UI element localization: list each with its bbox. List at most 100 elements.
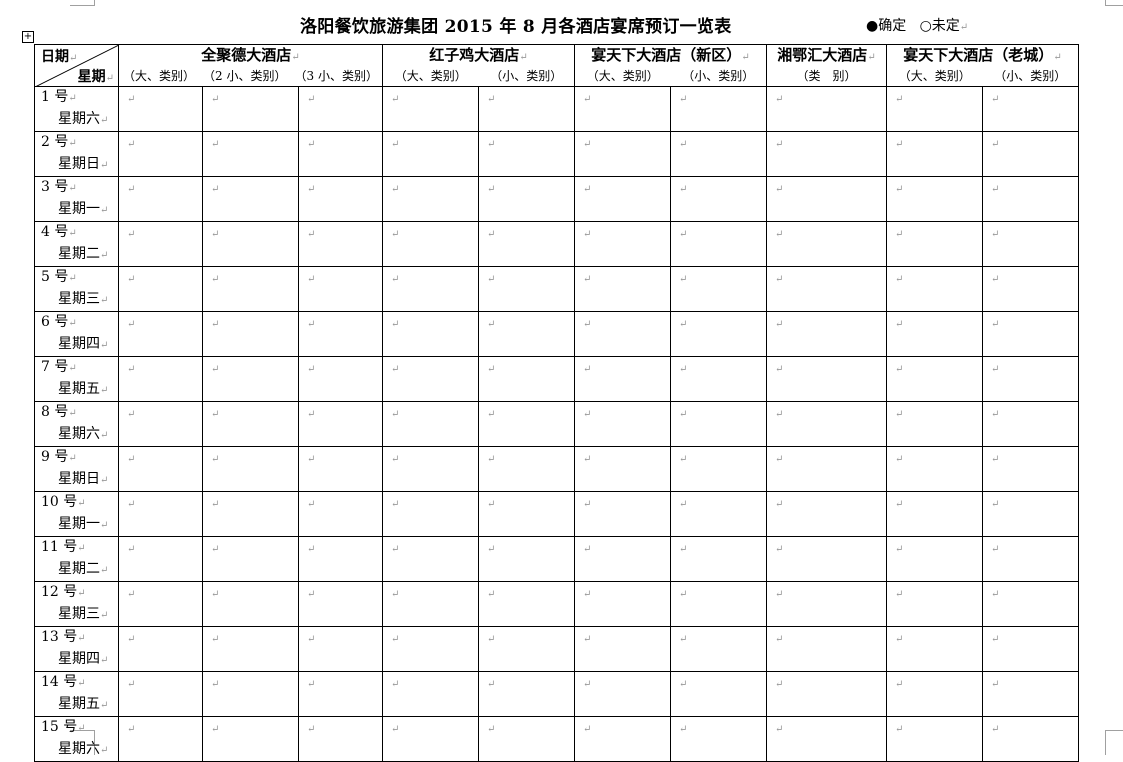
booking-cell[interactable] xyxy=(382,491,479,537)
booking-cell[interactable] xyxy=(982,716,1079,762)
booking-cell[interactable] xyxy=(766,176,887,222)
booking-cell[interactable] xyxy=(982,311,1079,357)
booking-cell[interactable] xyxy=(574,266,671,312)
booking-cell[interactable] xyxy=(766,356,887,402)
booking-cell[interactable] xyxy=(202,401,299,447)
booking-cell[interactable] xyxy=(670,221,767,267)
booking-cell[interactable] xyxy=(382,356,479,402)
booking-cell[interactable] xyxy=(886,491,983,537)
booking-cell[interactable] xyxy=(298,221,383,267)
booking-cell[interactable] xyxy=(118,626,203,672)
booking-cell[interactable] xyxy=(478,311,575,357)
booking-cell[interactable] xyxy=(670,716,767,762)
booking-cell[interactable] xyxy=(202,131,299,177)
booking-cell[interactable] xyxy=(298,626,383,672)
booking-cell[interactable] xyxy=(382,671,479,717)
booking-cell[interactable] xyxy=(298,716,383,762)
booking-cell[interactable] xyxy=(574,626,671,672)
booking-cell[interactable] xyxy=(574,401,671,447)
booking-cell[interactable] xyxy=(766,311,887,357)
booking-cell[interactable] xyxy=(982,401,1079,447)
booking-cell[interactable] xyxy=(670,671,767,717)
booking-cell[interactable] xyxy=(766,536,887,582)
booking-cell[interactable] xyxy=(766,401,887,447)
booking-cell[interactable] xyxy=(982,446,1079,492)
booking-cell[interactable] xyxy=(670,401,767,447)
booking-cell[interactable] xyxy=(886,536,983,582)
booking-cell[interactable] xyxy=(574,671,671,717)
booking-cell[interactable] xyxy=(118,311,203,357)
booking-cell[interactable] xyxy=(202,581,299,627)
booking-cell[interactable] xyxy=(478,446,575,492)
booking-cell[interactable] xyxy=(982,671,1079,717)
booking-cell[interactable] xyxy=(766,131,887,177)
booking-cell[interactable] xyxy=(766,86,887,132)
booking-cell[interactable] xyxy=(202,446,299,492)
booking-cell[interactable] xyxy=(982,86,1079,132)
booking-cell[interactable] xyxy=(478,221,575,267)
booking-cell[interactable] xyxy=(670,581,767,627)
booking-cell[interactable] xyxy=(202,356,299,402)
booking-cell[interactable] xyxy=(886,671,983,717)
booking-cell[interactable] xyxy=(478,716,575,762)
booking-cell[interactable] xyxy=(298,311,383,357)
booking-cell[interactable] xyxy=(478,671,575,717)
booking-cell[interactable] xyxy=(574,491,671,537)
booking-cell[interactable] xyxy=(574,356,671,402)
booking-cell[interactable] xyxy=(886,131,983,177)
booking-cell[interactable] xyxy=(670,176,767,222)
booking-cell[interactable] xyxy=(574,716,671,762)
booking-cell[interactable] xyxy=(982,491,1079,537)
booking-cell[interactable] xyxy=(298,131,383,177)
booking-cell[interactable] xyxy=(574,131,671,177)
booking-cell[interactable] xyxy=(118,266,203,312)
booking-cell[interactable] xyxy=(382,176,479,222)
booking-cell[interactable] xyxy=(886,221,983,267)
booking-cell[interactable] xyxy=(118,536,203,582)
booking-cell[interactable] xyxy=(382,131,479,177)
booking-cell[interactable] xyxy=(670,356,767,402)
booking-cell[interactable] xyxy=(478,401,575,447)
booking-cell[interactable] xyxy=(886,626,983,672)
booking-cell[interactable] xyxy=(982,536,1079,582)
booking-cell[interactable] xyxy=(574,581,671,627)
booking-cell[interactable] xyxy=(202,716,299,762)
booking-cell[interactable] xyxy=(298,176,383,222)
booking-cell[interactable] xyxy=(382,626,479,672)
booking-cell[interactable] xyxy=(118,716,203,762)
booking-cell[interactable] xyxy=(982,266,1079,312)
booking-cell[interactable] xyxy=(298,581,383,627)
booking-cell[interactable] xyxy=(670,491,767,537)
booking-cell[interactable] xyxy=(766,626,887,672)
booking-cell[interactable] xyxy=(478,176,575,222)
booking-cell[interactable] xyxy=(982,356,1079,402)
booking-cell[interactable] xyxy=(766,221,887,267)
booking-cell[interactable] xyxy=(670,626,767,672)
booking-cell[interactable] xyxy=(982,221,1079,267)
booking-cell[interactable] xyxy=(670,266,767,312)
booking-cell[interactable] xyxy=(982,176,1079,222)
booking-cell[interactable] xyxy=(478,536,575,582)
booking-cell[interactable] xyxy=(382,536,479,582)
booking-cell[interactable] xyxy=(982,131,1079,177)
booking-cell[interactable] xyxy=(382,266,479,312)
booking-cell[interactable] xyxy=(886,176,983,222)
booking-cell[interactable] xyxy=(478,626,575,672)
booking-cell[interactable] xyxy=(478,491,575,537)
booking-cell[interactable] xyxy=(118,446,203,492)
booking-cell[interactable] xyxy=(478,131,575,177)
booking-cell[interactable] xyxy=(298,446,383,492)
booking-cell[interactable] xyxy=(478,356,575,402)
booking-cell[interactable] xyxy=(202,536,299,582)
booking-cell[interactable] xyxy=(766,581,887,627)
booking-cell[interactable] xyxy=(118,581,203,627)
booking-cell[interactable] xyxy=(670,131,767,177)
booking-cell[interactable] xyxy=(478,266,575,312)
booking-cell[interactable] xyxy=(382,86,479,132)
booking-cell[interactable] xyxy=(766,266,887,312)
booking-cell[interactable] xyxy=(670,446,767,492)
booking-cell[interactable] xyxy=(886,446,983,492)
booking-cell[interactable] xyxy=(886,356,983,402)
booking-cell[interactable] xyxy=(670,536,767,582)
booking-cell[interactable] xyxy=(478,86,575,132)
